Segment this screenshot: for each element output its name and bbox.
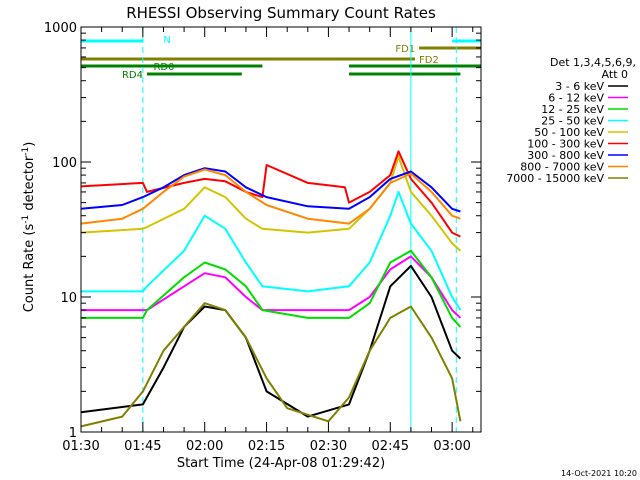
legend-label: 300 - 800 keV [527, 149, 604, 162]
legend-header-attenuator: Att 0 [602, 68, 628, 81]
legend-label: 7000 - 15000 keV [506, 172, 604, 185]
legend-label: 50 - 100 keV [534, 126, 604, 139]
flag-lines [142, 27, 457, 432]
legend-label: 100 - 300 keV [527, 138, 604, 151]
series-line-100-300-kev [80, 150, 461, 238]
chart-title: RHESSI Observing Summary Count Rates [126, 4, 436, 22]
axes: 1 10 100 1000 01:30 01:45 02:00 02:15 02:30 02:45… [44, 21, 482, 454]
series-lines [80, 150, 462, 428]
flag-label-fd1: FD1 [395, 44, 415, 55]
x-tick-label: 01:30 [62, 439, 99, 454]
legend-header-detectors: Det 1,3,4,5,6,9, [550, 56, 636, 69]
legend-label: 800 - 7000 keV [520, 161, 604, 174]
series-line-25-50-kev [81, 190, 462, 311]
y-axis-label: Count Rate (s-1 detector-1) [21, 142, 37, 313]
series-line-6-12-kev [81, 255, 462, 319]
series-line-50-100-kev [80, 155, 462, 252]
x-tick-label: 02:45 [372, 439, 409, 454]
series-line-12-25-kev [81, 249, 462, 328]
legend-label: 12 - 25 keV [541, 103, 604, 116]
x-tick-label: 02:00 [186, 439, 223, 454]
y-tick-label: 1000 [44, 21, 77, 36]
x-axis-label: Start Time (24-Apr-08 01:29:42) [177, 456, 385, 471]
flag-bars: N FD1 FD2 RD0 RD4 [81, 35, 481, 81]
plot-frame [80, 26, 482, 433]
flag-label-n: N [163, 35, 170, 46]
flag-label-rd0: RD0 [153, 62, 174, 73]
series-line-800-7000-kev [80, 168, 461, 225]
x-tick-label: 02:15 [248, 439, 285, 454]
x-tick-label: 01:45 [124, 439, 161, 454]
series-line-7000-15000-kev [80, 302, 462, 428]
series-line-300-800-kev [80, 167, 461, 213]
y-tick-label: 10 [60, 291, 77, 306]
legend-label: 25 - 50 keV [541, 115, 604, 128]
timestamp-footer: 14-Oct-2021 10:20 [561, 469, 637, 478]
y-tick-label: 100 [52, 156, 77, 171]
x-tick-label: 03:00 [433, 439, 470, 454]
series-line-3-6-kev [80, 264, 462, 418]
legend-label: 3 - 6 keV [555, 80, 604, 93]
y-tick-label: 1 [69, 426, 77, 441]
legend-label: 6 - 12 keV [548, 92, 604, 105]
x-tick-label: 02:30 [310, 439, 347, 454]
flag-label-rd4: RD4 [122, 70, 143, 81]
flag-label-fd2: FD2 [419, 55, 439, 66]
